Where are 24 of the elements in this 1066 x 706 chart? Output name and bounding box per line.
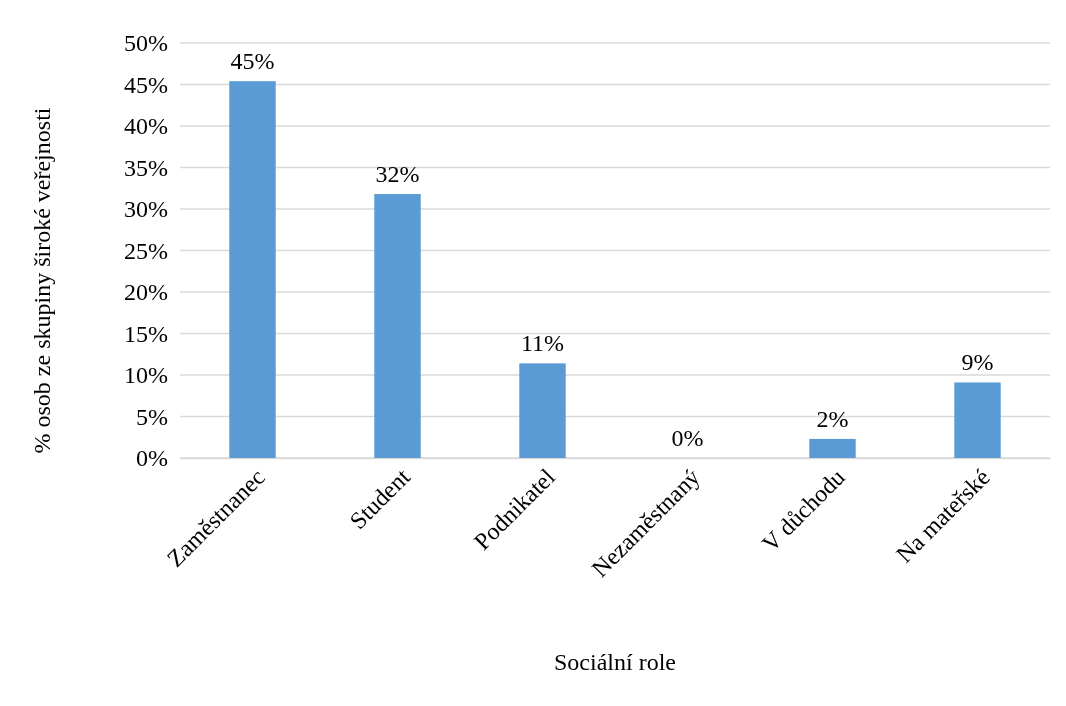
- data-label: 2%: [816, 405, 849, 432]
- data-label: 11%: [520, 330, 565, 357]
- y-tick-label: 50%: [124, 30, 168, 57]
- y-tick-label: 0%: [136, 445, 168, 472]
- data-label: 0%: [671, 425, 704, 451]
- y-tick-label: 40%: [124, 113, 168, 140]
- data-label: 32%: [375, 161, 420, 188]
- y-tick-label: 30%: [124, 196, 168, 223]
- y-tick-label: 25%: [124, 237, 168, 264]
- data-label: 9%: [961, 349, 994, 376]
- y-tick-label: 10%: [124, 362, 168, 389]
- y-axis-title: % osob ze skupiny široké veřejnosti: [29, 107, 55, 454]
- y-tick-label: 5%: [136, 403, 168, 430]
- x-axis-title: Sociální role: [554, 649, 676, 675]
- y-tick-label: 15%: [124, 320, 168, 347]
- bar: [954, 382, 1001, 458]
- y-tick-label: 45%: [124, 71, 168, 98]
- y-tick-label: 35%: [124, 154, 168, 181]
- bar: [229, 81, 276, 458]
- bar: [519, 363, 566, 458]
- y-tick-label: 20%: [124, 279, 168, 306]
- bar: [809, 438, 856, 458]
- data-label: 45%: [230, 48, 275, 75]
- bar: [374, 194, 421, 458]
